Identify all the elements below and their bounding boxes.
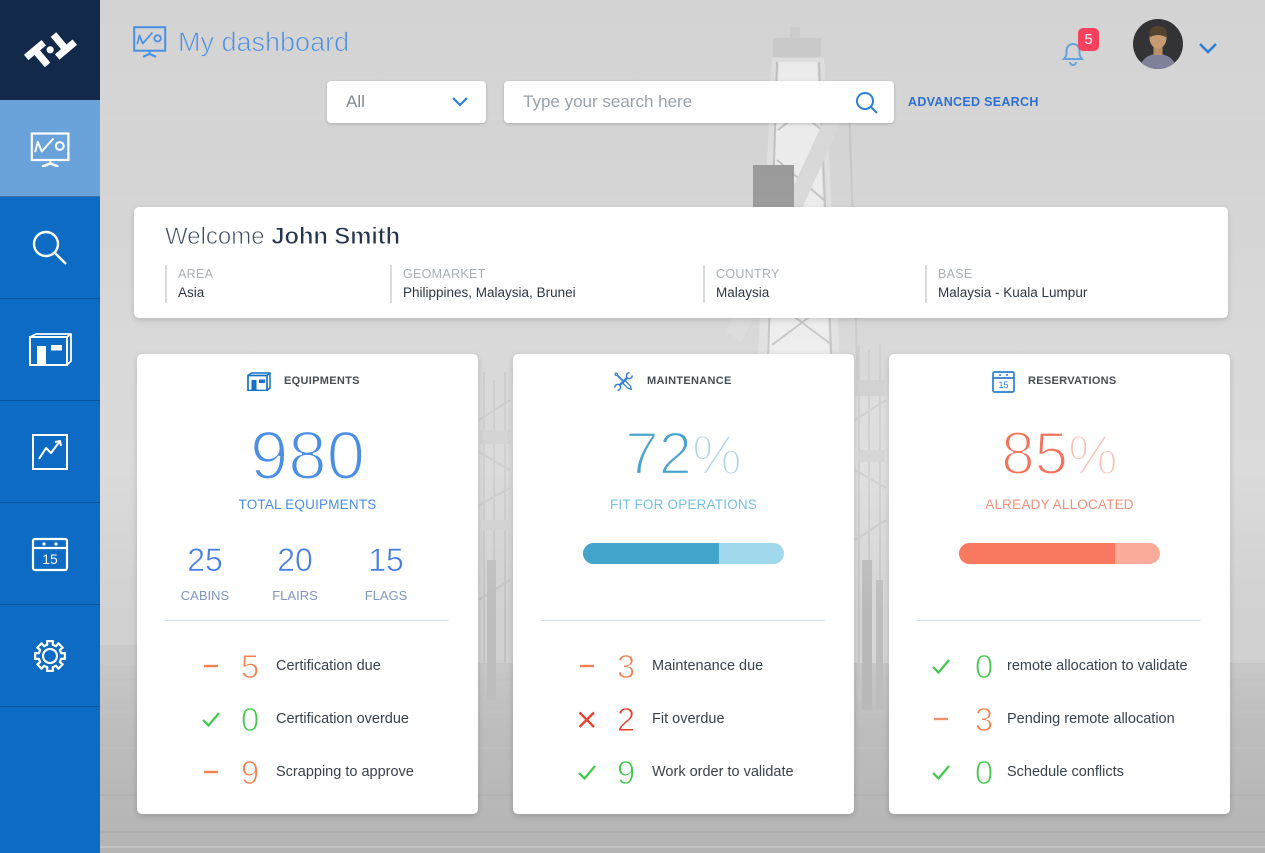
svg-text:15: 15 [42, 551, 58, 567]
svg-text:15: 15 [998, 380, 1008, 390]
